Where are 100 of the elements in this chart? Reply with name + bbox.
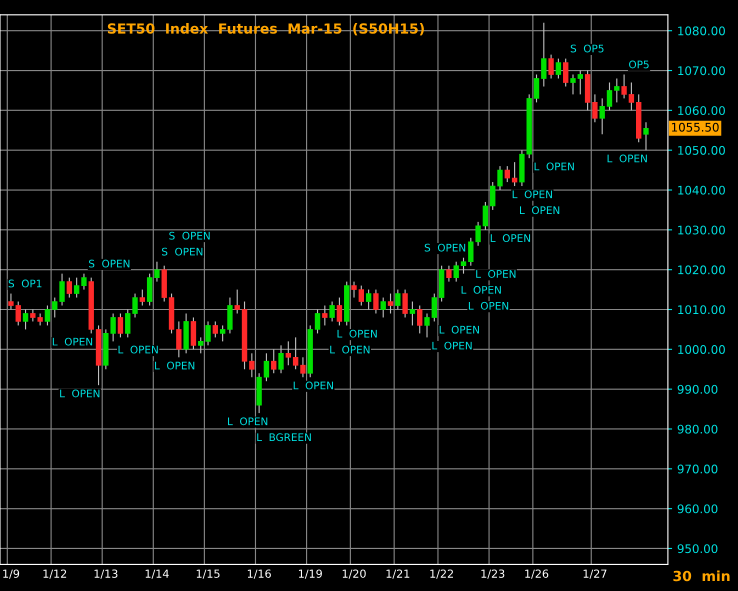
candlestick (460, 257, 466, 274)
candlestick (490, 182, 496, 210)
annotation: L OPEN (294, 382, 333, 390)
candlestick (59, 273, 65, 306)
candlestick (154, 261, 160, 282)
x-tick-label: 1/14 (146, 570, 169, 579)
candlestick (497, 166, 503, 191)
candlestick (504, 166, 510, 183)
x-tick-label: 1/26 (525, 569, 548, 579)
annotation: L OPEN (155, 362, 194, 370)
annotation: S OPEN (424, 244, 466, 252)
candlestick (286, 340, 292, 366)
y-tick-label: 980.00 (678, 424, 718, 434)
candlestick (110, 312, 116, 342)
candlestick (563, 58, 568, 88)
candlestick (125, 308, 130, 338)
y-tick-label: 1080.00 (678, 26, 725, 36)
candlestick (373, 289, 379, 314)
annotation: L OPEN (60, 389, 100, 398)
candlestick (380, 297, 386, 318)
candlestick (358, 285, 364, 306)
candlestick (249, 352, 255, 378)
candlestick (118, 312, 124, 338)
candlestick (8, 293, 14, 310)
candlestick (314, 308, 320, 334)
candlestick (198, 336, 204, 354)
candlestick (548, 54, 554, 80)
candlestick (366, 289, 372, 310)
candlestick (395, 289, 400, 310)
y-tick-label: 970.00 (678, 464, 718, 474)
candlestick (44, 304, 50, 326)
annotation: L OPEN (512, 190, 552, 198)
candlestick (541, 22, 546, 88)
x-tick-label: 1/27 (584, 569, 606, 579)
candlestick (212, 320, 218, 338)
candlestick (512, 162, 518, 187)
x-tick-label: 1/21 (386, 569, 410, 579)
annotation: S OPEN (162, 248, 202, 256)
candlestick (140, 289, 146, 306)
annotation: L OPEN (118, 346, 158, 354)
candlestick (52, 297, 58, 318)
annotation: L OPEN (462, 286, 501, 294)
y-tick-label: 1040.00 (678, 186, 725, 195)
annotation: S OPEN (169, 232, 210, 240)
annotation: L OPEN (52, 338, 92, 346)
text: 30 min (673, 570, 730, 582)
x-tick-label: 1/19 (298, 569, 322, 579)
candlestick (468, 237, 474, 266)
candlestick (424, 312, 430, 338)
annotation: L OPEN (338, 330, 377, 338)
x-tick-label: 1/9 (3, 569, 20, 579)
y-tick-label: 1030.00 (678, 226, 725, 234)
annotation: L BGREEN (257, 433, 311, 442)
candlestick (146, 273, 152, 306)
candlestick (614, 78, 620, 103)
text: SET50 Index Futures Mar-15 (S50H15) (108, 23, 424, 36)
x-tick-label: 1/13 (94, 569, 118, 579)
annotation: L OPEN (490, 234, 530, 242)
y-tick-label: 960.00 (678, 504, 718, 514)
candlestick (454, 261, 459, 282)
annotation: S OPEN (89, 260, 130, 268)
x-tick-label: 1/16 (248, 569, 271, 579)
candlestick (351, 281, 357, 298)
y-tick-label: 1060.00 (678, 106, 725, 116)
annotation: L OPEN (608, 154, 647, 162)
candlestick (329, 300, 335, 322)
y-tick-label: 990.00 (678, 384, 718, 394)
candlestick (556, 58, 562, 80)
candlestick (81, 273, 87, 290)
candlestick (600, 98, 605, 135)
annotation: S OP5 (570, 44, 604, 52)
annotation: L OPEN (468, 302, 508, 310)
candlestick (190, 316, 196, 350)
candlestick (37, 312, 43, 326)
annotation: L OPEN (534, 162, 574, 170)
candlestick (336, 297, 342, 326)
candlestick (322, 304, 328, 326)
y-tick-label: 1010.00 (678, 305, 725, 314)
annotation: L OPEN (476, 270, 516, 278)
candlestick (132, 293, 138, 318)
candlestick (176, 320, 182, 358)
candlestick (417, 304, 422, 334)
candlestick (410, 300, 416, 326)
candlestick (278, 344, 284, 374)
x-tick-label: 1/20 (342, 569, 366, 579)
candlestick (205, 320, 211, 346)
x-tick-label: 1/15 (196, 570, 220, 579)
x-tick-label: 1/22 (430, 569, 453, 579)
y-tick-label: 1070.00 (678, 66, 725, 76)
candlestick (643, 122, 649, 151)
text: 1055.50 (672, 122, 719, 132)
annotation: L OPEN (520, 206, 560, 214)
annotation: L OPEN (440, 326, 479, 334)
candlestick (74, 277, 80, 298)
candlestick (432, 293, 437, 322)
annotation: S OP1 (8, 280, 42, 288)
annotation: OP5 (629, 60, 649, 68)
annotation: L OPEN (330, 346, 370, 354)
candlestick (16, 300, 21, 326)
candlestick (534, 74, 540, 103)
